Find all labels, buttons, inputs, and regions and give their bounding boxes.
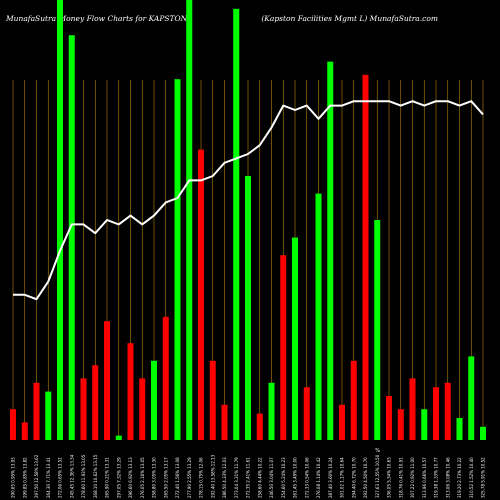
bar-up (186, 0, 193, 440)
x-tick-label: 286.50 4.33% 12.03 (222, 457, 227, 498)
x-tick-label: 325.78 5.91% 10.52 (481, 457, 486, 498)
x-tick-label: 254.60 5.24% 10.23 (281, 457, 286, 498)
x-tick-label: 245.45 12.36% 13.34 (69, 454, 74, 498)
bar-down (209, 360, 216, 440)
x-tick-label: 319.20 2.73% 10.22 (457, 457, 462, 498)
x-tick-label: 246.50 3.04% 11.07 (269, 457, 274, 498)
x-tick-label: 297.05 7.32% 13.29 (116, 457, 121, 498)
bar-down (10, 409, 16, 440)
bar-down (104, 321, 110, 440)
x-tick-label: 310.52 1.52% 10.40 (469, 457, 474, 498)
x-tick-label: 272.35 2.41% 11.61 (246, 457, 251, 498)
x-tick-label: 258.60 4.44% 10.22 (257, 457, 262, 498)
bar-up (68, 35, 75, 440)
bar-down (127, 343, 134, 440)
x-tick-label: 294.40 6.72% 10.70 (351, 457, 356, 498)
x-tick-label: 297.50 12.58% 13.62 (34, 454, 39, 498)
net-flow-polyline (13, 100, 484, 301)
bar-up (327, 61, 334, 440)
bar-down (139, 378, 146, 440)
bar-down (92, 365, 99, 440)
bar-up (292, 237, 298, 440)
x-tick-label: 301.02 1.17% 10.64 (340, 457, 345, 498)
bar-down (198, 149, 204, 440)
bar-down (433, 387, 439, 440)
bar-up (374, 220, 381, 440)
x-tick-label: 272.40 1.56% 13.08 (175, 457, 180, 498)
bar-up (421, 409, 428, 440)
bar-up (233, 8, 240, 441)
bar-down (33, 382, 40, 440)
bar-down (339, 404, 345, 440)
point-label: % (375, 448, 380, 454)
bar-down (444, 382, 451, 440)
x-tick-label: 318.76 0.41% 10.91 (398, 457, 403, 498)
bars (10, 0, 486, 441)
x-tick-label: 264.30 7.71% 13.41 (46, 457, 51, 498)
bar-up (57, 0, 63, 440)
x-tick-label: 292.50 4.50% 10.70 (363, 457, 368, 498)
x-tick-label: 299.85 0.85% 13.82 (22, 457, 27, 498)
bar-up (468, 356, 475, 440)
chart-title-right: (Kapston Facilities Mgmt L) MunafaSutra.… (261, 14, 438, 23)
bar-down (397, 409, 404, 440)
bar-down (280, 255, 287, 440)
x-tick-label: 336.05 5.34% 10.63 (387, 457, 392, 498)
x-tick-label: 272.06 0.65% 13.52 (58, 457, 63, 498)
x-tick-label: 277.90 2.55% 13.29 (187, 457, 192, 498)
bar-down (80, 378, 87, 440)
bar-up (174, 79, 181, 440)
bar-down (256, 413, 263, 440)
x-tick-label: 273.04 3.31% 11.79 (234, 457, 239, 498)
bar-up (456, 418, 463, 440)
x-tick-label: 265.90 0.21% 13.31 (105, 457, 110, 498)
x-tick-label: 276.05 2.16% 13.05 (140, 457, 145, 498)
x-tick-label: 276.08 1.14% 10.42 (316, 457, 321, 498)
bar-down (386, 396, 392, 440)
x-tick-label: 272.33 0.54% 10.06 (304, 457, 309, 498)
bar-up (115, 435, 122, 440)
bar-up (480, 426, 486, 440)
bar-up (245, 176, 251, 440)
x-tick-label: 287.40 3.60% 10.24 (328, 457, 333, 498)
bar-up (268, 382, 275, 440)
bar-up (315, 193, 322, 440)
x-tick-label: 265.50 2.05% 13.17 (163, 457, 168, 498)
net-flow-line (13, 100, 484, 301)
bar-down (303, 387, 310, 440)
bar-down (21, 422, 28, 440)
bar-down (409, 378, 416, 440)
x-tick-label: 313.96 0.66% 10.57 (422, 457, 427, 498)
bar-down (362, 74, 369, 441)
x-tick-label: 327.63 12.55% 10.50 (375, 454, 380, 498)
bar-up (151, 360, 157, 440)
x-tick-label: 278.60 11.93% 13.05 (81, 454, 86, 498)
x-tick-label: 319.38 1.33% 10.77 (434, 457, 439, 498)
x-tick-label: 268.10 10.62% 13.15 (93, 454, 98, 498)
bar-down (350, 360, 357, 440)
bar-down (221, 404, 228, 440)
x-tick-label: 290.65 0.95% 13.93 (11, 457, 16, 498)
x-tick-label: 278.15 0.75% 12.06 (199, 457, 204, 498)
x-tick-labels: 290.65 0.95% 13.93 299.85 0.85% 13.82 297.… (11, 454, 486, 498)
x-tick-label: 258.80 3.05% 13.30 (152, 457, 157, 498)
chart-title-left: MunafaSutra Money Flow Charts for KAPSTO… (6, 14, 188, 23)
x-tick-label: 296.60 6.92% 13.13 (128, 457, 133, 498)
x-tick-label: 313.06 3.08% 10.46 (445, 457, 450, 498)
bar-up (45, 391, 52, 440)
bar-down (162, 316, 169, 440)
x-tick-label: 307.22 0.92% 11.00 (410, 457, 415, 498)
x-tick-label: 292.40 13.58% 12.13 (210, 454, 215, 498)
x-tick-label: 261.45 3.49% 10.00 (293, 457, 298, 498)
